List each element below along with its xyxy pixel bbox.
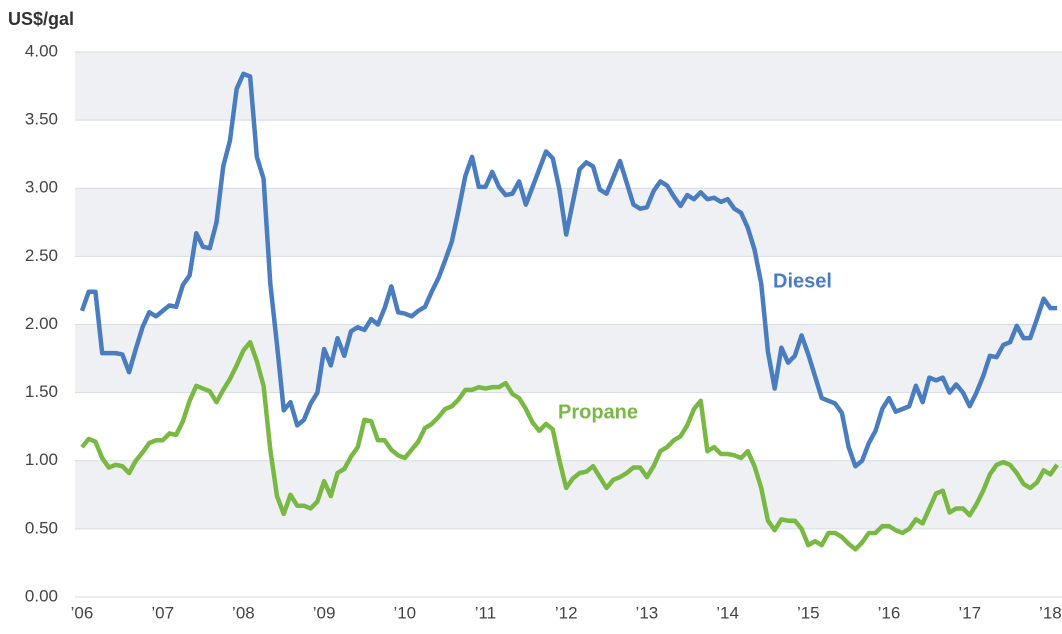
x-tick-label: ’17	[958, 603, 981, 622]
grid-band	[75, 324, 1062, 393]
x-tick-label: ’07	[151, 603, 174, 622]
grid-band	[75, 460, 1062, 529]
x-tick-label: ’11	[475, 603, 496, 622]
y-tick-label: 4.00	[25, 41, 58, 60]
series-line	[80, 339, 1059, 552]
x-tick-label: ’13	[636, 603, 659, 622]
y-tick-label: 1.00	[25, 450, 58, 469]
y-tick-label: 0.00	[25, 586, 58, 605]
y-tick-label: 2.00	[25, 314, 58, 333]
y-tick-label: 3.50	[25, 110, 58, 129]
x-tick-label: ’08	[232, 603, 255, 622]
series-label: Propane	[558, 401, 638, 423]
series-line	[79, 71, 1058, 469]
x-tick-label: ’12	[555, 603, 578, 622]
y-tick-label: 0.50	[25, 518, 58, 537]
grid-band	[75, 52, 1062, 121]
y-tick-label: 3.00	[25, 178, 58, 197]
y-tick-label: 1.50	[25, 382, 58, 401]
y-tick-label: 2.50	[25, 246, 58, 265]
series-label: Diesel	[773, 270, 832, 292]
x-tick-label: ’16	[878, 603, 901, 622]
x-tick-label: ’15	[797, 603, 820, 622]
x-tick-label: ’09	[313, 603, 336, 622]
x-tick-label: ’18	[1039, 603, 1062, 622]
x-tick-label: ’14	[716, 603, 739, 622]
x-tick-label: ’10	[393, 603, 416, 622]
x-tick-label: ’06	[71, 603, 94, 622]
y-axis-label: US$/gal	[8, 9, 74, 29]
